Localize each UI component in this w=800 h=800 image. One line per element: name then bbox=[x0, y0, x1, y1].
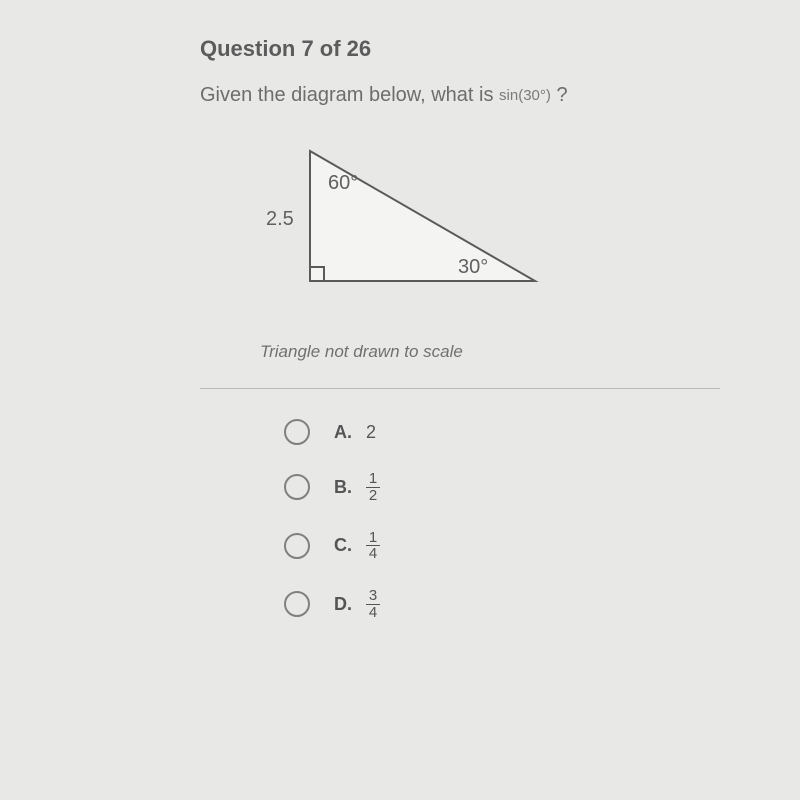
angle-right-label: 30° bbox=[458, 256, 488, 278]
fraction-denominator: 4 bbox=[366, 545, 380, 562]
option-letter: D. bbox=[334, 594, 356, 615]
fraction: 1 2 bbox=[366, 471, 380, 504]
question-prompt: Given the diagram below, what is sin(30°… bbox=[200, 84, 800, 107]
fraction-numerator: 3 bbox=[369, 588, 377, 604]
figure-caption: Triangle not drawn to scale bbox=[260, 342, 800, 362]
option-letter: A. bbox=[334, 422, 356, 443]
option-letter: C. bbox=[334, 535, 356, 556]
option-d[interactable]: D. 3 4 bbox=[284, 588, 800, 621]
option-value: 3 4 bbox=[366, 588, 380, 621]
radio-icon[interactable] bbox=[284, 533, 310, 559]
fraction-denominator: 2 bbox=[366, 487, 380, 504]
angle-top-label: 60° bbox=[328, 172, 358, 194]
option-a[interactable]: A. 2 bbox=[284, 419, 800, 445]
question-header: Question 7 of 26 bbox=[200, 36, 800, 62]
fraction-denominator: 4 bbox=[366, 604, 380, 621]
fraction: 3 4 bbox=[366, 588, 380, 621]
prompt-expression: sin(30°) bbox=[499, 87, 551, 104]
option-value: 1 4 bbox=[366, 530, 380, 563]
triangle-shape bbox=[310, 151, 535, 281]
option-letter: B. bbox=[334, 477, 356, 498]
option-c[interactable]: C. 1 4 bbox=[284, 530, 800, 563]
fraction-numerator: 1 bbox=[369, 471, 377, 487]
prompt-text-before: Given the diagram below, what is bbox=[200, 84, 499, 106]
prompt-text-after: ? bbox=[556, 84, 567, 106]
side-left-label: 2.5 bbox=[266, 208, 294, 230]
radio-icon[interactable] bbox=[284, 474, 310, 500]
triangle-svg: 60° 30° 2.5 bbox=[248, 135, 578, 315]
radio-icon[interactable] bbox=[284, 419, 310, 445]
radio-icon[interactable] bbox=[284, 591, 310, 617]
section-divider bbox=[200, 388, 720, 389]
option-value: 1 2 bbox=[366, 471, 380, 504]
option-value: 2 bbox=[366, 422, 376, 443]
answer-options: A. 2 B. 1 2 C. 1 4 bbox=[284, 419, 800, 621]
fraction-numerator: 1 bbox=[369, 530, 377, 546]
fraction: 1 4 bbox=[366, 530, 380, 563]
option-b[interactable]: B. 1 2 bbox=[284, 471, 800, 504]
triangle-figure: 60° 30° 2.5 bbox=[248, 135, 800, 320]
